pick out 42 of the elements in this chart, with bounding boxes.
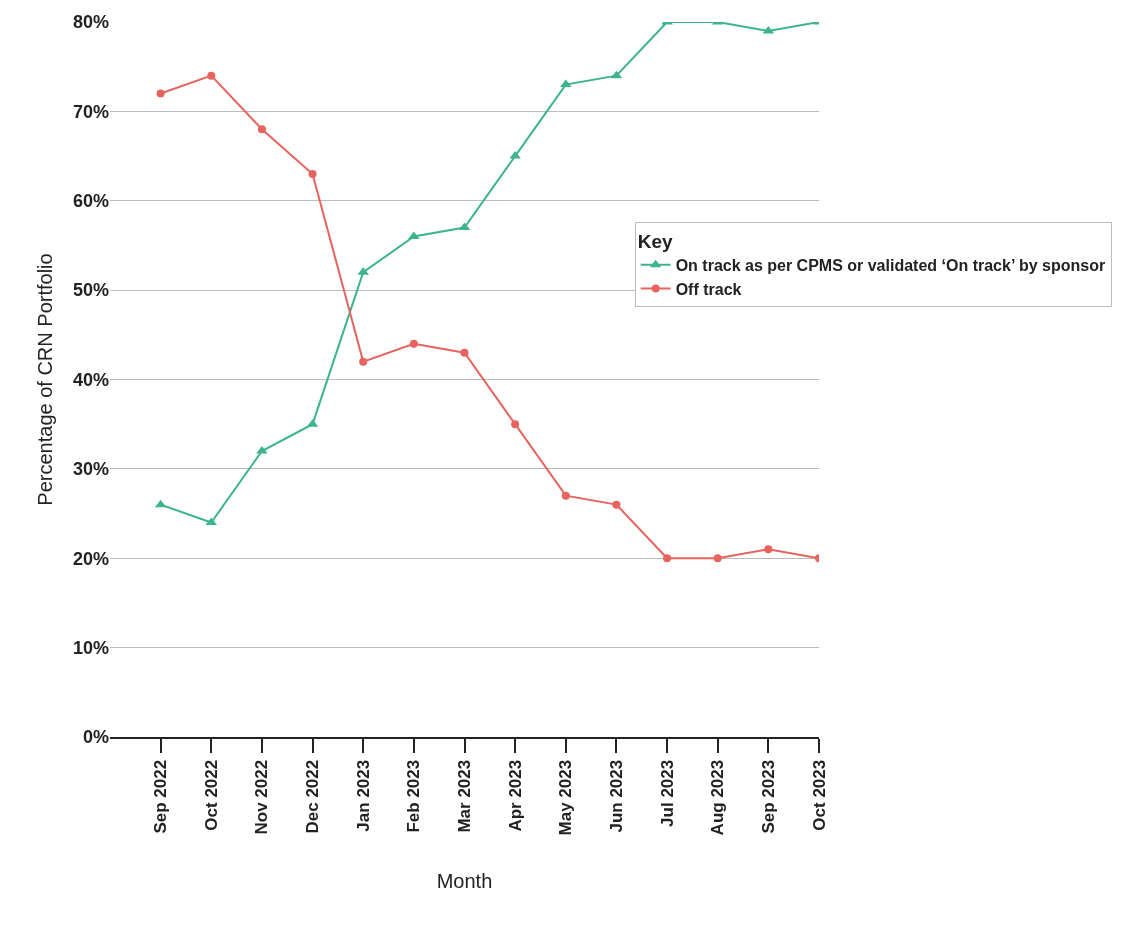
legend-label: Off track (675, 280, 742, 298)
x-tick-label: Dec 2022 (303, 759, 323, 834)
x-tick-label: Jun 2023 (606, 759, 626, 833)
x-tick-label: Sep 2023 (758, 759, 778, 834)
point (561, 491, 570, 500)
point (460, 348, 469, 357)
x-tick-label: Aug 2023 (708, 759, 728, 836)
y-tick-label: 80% (72, 12, 109, 33)
point (359, 357, 368, 366)
point (560, 79, 572, 88)
x-tick-label: Oct 2023 (809, 759, 829, 831)
point (409, 339, 418, 348)
x-tick-label: Oct 2022 (201, 759, 221, 831)
x-tick-label: Sep 2022 (151, 759, 171, 834)
x-tick-label: Jul 2023 (657, 759, 677, 827)
y-tick-label: 30% (72, 459, 109, 480)
y-tick-label: 10% (72, 637, 109, 658)
point (612, 500, 621, 509)
x-tick-label: Feb 2023 (404, 759, 424, 833)
x-tick-label: Apr 2023 (505, 759, 525, 832)
y-tick-label: 60% (72, 191, 109, 212)
legend-label: On track as per CPMS or validated ‘On track’ by sponsor (675, 257, 1106, 275)
point (257, 125, 266, 134)
point (156, 89, 165, 98)
point (207, 71, 216, 80)
x-tick-label: Nov 2022 (252, 759, 272, 835)
point (764, 545, 773, 554)
x-axis-title: Month (436, 870, 493, 893)
x-tick-label: May 2023 (556, 759, 576, 836)
y-tick-label: 20% (72, 548, 109, 569)
point (713, 554, 722, 563)
y-axis-title: Percentage of CRN Portfolio (34, 253, 57, 506)
y-tick-label: 40% (72, 369, 109, 390)
point (663, 554, 672, 563)
y-tick-label: 70% (72, 101, 109, 122)
point (511, 420, 520, 429)
x-tick-label: Mar 2023 (455, 759, 475, 833)
y-tick-label: 50% (72, 280, 109, 301)
legend-title: Key (637, 230, 673, 252)
y-tick-label: 0% (82, 727, 109, 748)
point (308, 169, 317, 178)
x-tick-label: Jan 2023 (353, 759, 373, 832)
